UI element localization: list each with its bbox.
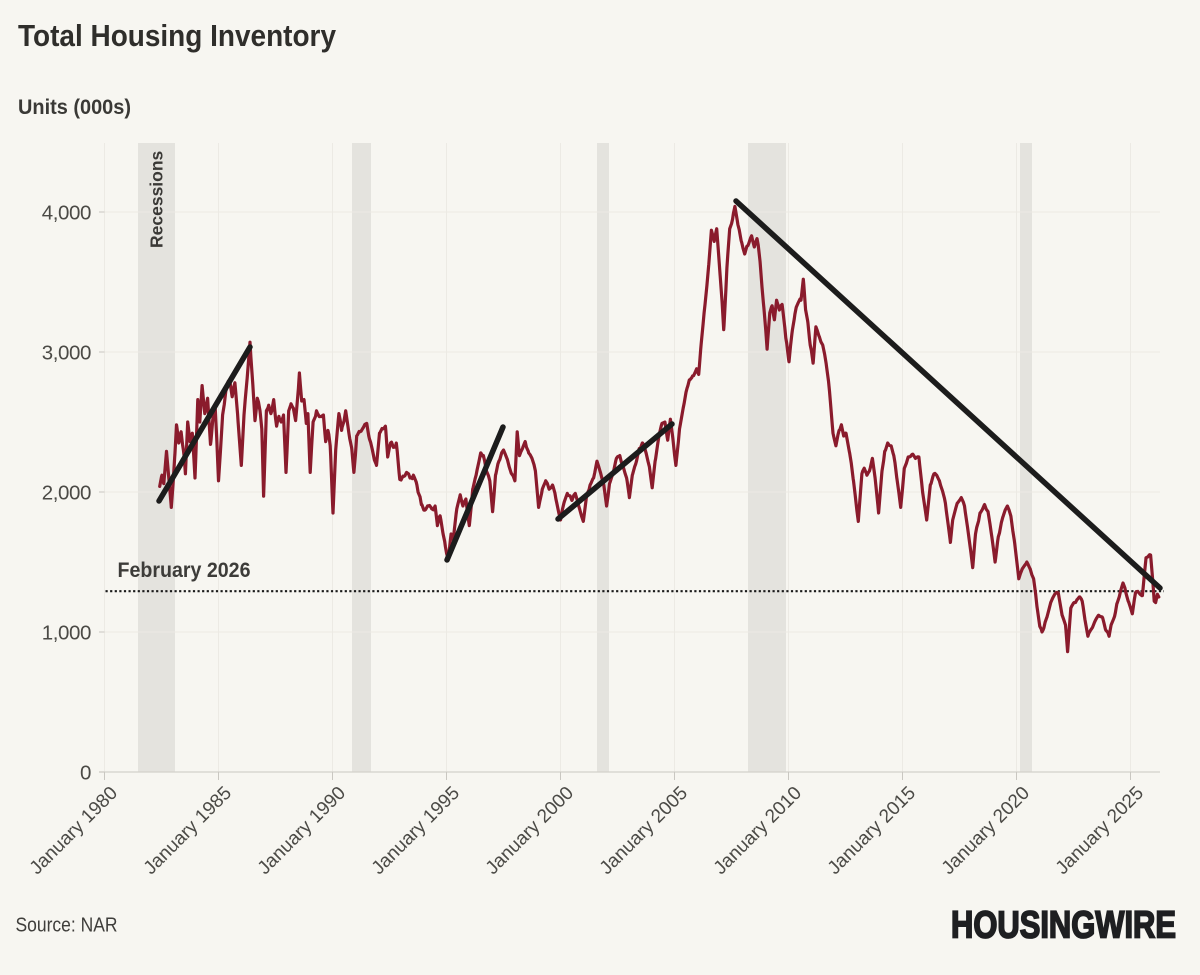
- svg-text:3,000: 3,000: [42, 341, 91, 364]
- svg-text:February 2026: February 2026: [118, 559, 251, 582]
- svg-text:Units (000s): Units (000s): [18, 95, 131, 119]
- svg-text:Source: NAR: Source: NAR: [16, 915, 118, 937]
- svg-text:2,000: 2,000: [42, 481, 91, 504]
- svg-text:4,000: 4,000: [42, 201, 91, 224]
- svg-text:Recessions: Recessions: [147, 150, 167, 248]
- svg-text:1,000: 1,000: [42, 621, 91, 644]
- svg-text:Total Housing Inventory: Total Housing Inventory: [18, 19, 336, 53]
- svg-text:HOUSINGWIRE: HOUSINGWIRE: [951, 905, 1176, 947]
- svg-text:0: 0: [80, 761, 91, 784]
